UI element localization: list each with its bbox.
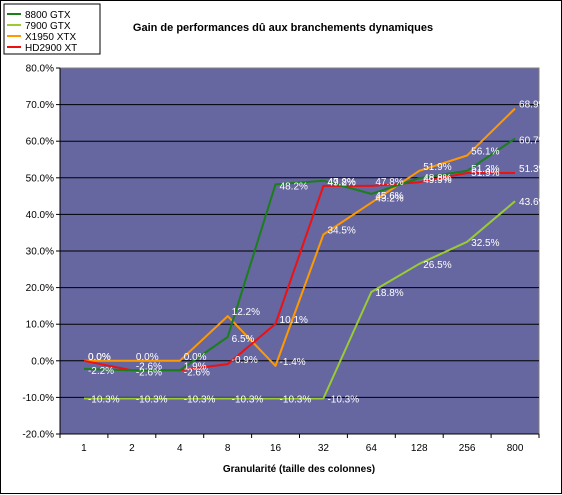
- legend-label: X1950 XTX: [25, 32, 76, 43]
- legend-label: 7900 GTX: [25, 21, 71, 32]
- data-label: 45.6%: [375, 191, 403, 202]
- x-axis: 1 2 4 8 16 32 64 128 256 800: [59, 433, 540, 454]
- data-label: 0.0%: [88, 352, 111, 363]
- data-label: -10.3%: [136, 394, 168, 405]
- data-label: -10.3%: [280, 394, 312, 405]
- data-label: 0.0%: [136, 352, 159, 363]
- y-tick-label: 30.0%: [26, 247, 54, 258]
- data-label: 68.9%: [519, 100, 547, 111]
- y-tick-label: 40.0%: [26, 210, 54, 221]
- data-label: -10.3%: [232, 394, 264, 405]
- x-tick-label: 800: [507, 443, 524, 454]
- data-label: -2.6%: [136, 367, 162, 378]
- x-tick-label: 1: [81, 443, 87, 454]
- x-tick-label: 2: [129, 443, 135, 454]
- data-label: 32.5%: [471, 238, 499, 249]
- y-tick-label: -10.0%: [22, 393, 54, 404]
- data-label: 51.3%: [471, 164, 499, 175]
- data-label: 26.5%: [423, 260, 451, 271]
- series-line: [84, 107, 516, 367]
- series-lines: [83, 107, 516, 400]
- data-label: -1.4%: [280, 357, 306, 368]
- data-label: 47.8%: [327, 177, 355, 188]
- y-axis: -20.0% -10.0% 0.0% 10.0% 20.0% 30.0% 40.0% 50.0…: [22, 64, 61, 441]
- series-line: [84, 200, 516, 400]
- data-labels: -2.2% -2.6% -2.6%6.5%48.2% 49.2%45.6%49.9%5…: [88, 100, 548, 406]
- data-label: 48.8%: [423, 173, 451, 184]
- x-tick-label: 32: [318, 443, 330, 454]
- data-label: -10.3%: [88, 394, 120, 405]
- data-label: 0.0%: [184, 352, 207, 363]
- y-tick-label: 50.0%: [26, 173, 54, 184]
- data-label: 51.3%: [519, 164, 547, 175]
- chart-title: Gain de performances dû aux branchements…: [133, 22, 433, 34]
- data-label: 43.2%: [375, 194, 403, 205]
- data-label: 18.8%: [375, 288, 403, 299]
- data-label: 10.1%: [280, 315, 308, 326]
- y-tick-label: 80.0%: [26, 64, 54, 75]
- legend-label: HD2900 XT: [25, 43, 77, 54]
- data-label: 47.8%: [375, 177, 403, 188]
- x-axis-title: Granularité (taille des colonnes): [223, 464, 375, 475]
- data-label: -2.2%: [88, 366, 114, 377]
- series-line: [83, 137, 516, 372]
- x-tick-label: 128: [411, 443, 428, 454]
- data-label: -2.6%: [136, 361, 162, 372]
- data-label: 51.9%: [423, 162, 451, 173]
- data-label: -0.9%: [232, 355, 258, 366]
- data-label: 56.1%: [471, 146, 499, 157]
- x-tick-label: 4: [177, 443, 183, 454]
- data-label: 49.2%: [327, 178, 355, 189]
- legend-label: 8800 GTX: [25, 10, 71, 21]
- data-label: 0.0%: [88, 352, 111, 363]
- y-tick-label: 70.0%: [26, 100, 54, 111]
- data-label: 43.6%: [519, 197, 547, 208]
- data-label: -10.3%: [327, 394, 359, 405]
- data-label: -2.6%: [184, 367, 210, 378]
- y-tick-label: 20.0%: [26, 283, 54, 294]
- data-label: 48.2%: [280, 181, 308, 192]
- y-tick-label: -20.0%: [22, 430, 54, 441]
- x-tick-label: 16: [270, 443, 282, 454]
- data-label: 34.5%: [327, 226, 355, 237]
- data-label: 51.9%: [471, 168, 499, 179]
- legend-box: [3, 3, 101, 55]
- x-tick-label: 64: [366, 443, 378, 454]
- y-tick-label: 60.0%: [26, 137, 54, 148]
- data-label: 6.5%: [232, 334, 255, 345]
- data-label: -10.3%: [184, 394, 216, 405]
- data-label: 1.9%: [184, 361, 207, 372]
- y-tick-label: 10.0%: [26, 320, 54, 331]
- x-tick-label: 8: [225, 443, 231, 454]
- y-tick-label: 0.0%: [31, 356, 54, 367]
- data-label: 49.9%: [423, 175, 451, 186]
- x-tick-label: 256: [459, 443, 476, 454]
- data-label: 60.7%: [519, 136, 547, 147]
- data-label: 12.2%: [232, 307, 260, 318]
